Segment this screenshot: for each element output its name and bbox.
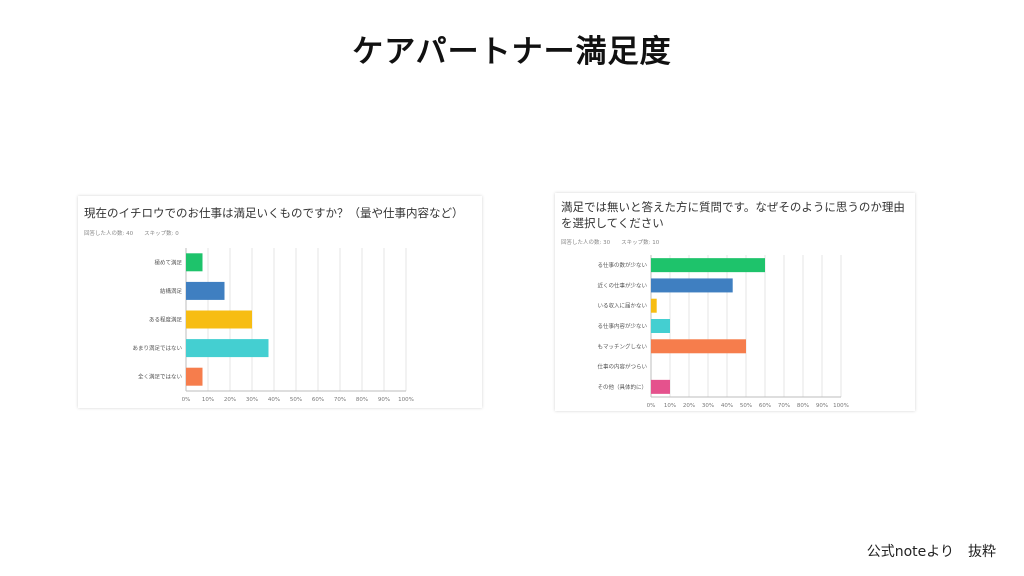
response-stats: 回答した人の数: 40 スキップ数: 0 bbox=[84, 231, 179, 237]
x-tick-label: 20% bbox=[224, 397, 236, 403]
x-tick-label: 0% bbox=[182, 397, 191, 403]
x-tick-label: 80% bbox=[356, 397, 368, 403]
x-tick-label: 70% bbox=[778, 403, 790, 409]
x-tick-label: 80% bbox=[797, 403, 809, 409]
chart-question: 満足では無いと答えた方に質問です。なぜそのように思うのか理由を選択してください bbox=[561, 200, 905, 230]
x-tick-label: 70% bbox=[334, 397, 346, 403]
bar-chart-reasons: 0% 10% 20% 30% 40% 50% 60% 70% 80% 90% 100% る仕事の数が少… bbox=[597, 255, 849, 409]
chart-panel-satisfaction: 現在のイチロウでのお仕事は満足いくものですか？（量や仕事内容など） 回答した人の… bbox=[78, 196, 482, 408]
x-tick-label: 10% bbox=[664, 403, 676, 409]
x-tick-label: 10% bbox=[202, 397, 214, 403]
chart-panel-reasons: 満足では無いと答えた方に質問です。なぜそのように思うのか理由を選択してください … bbox=[555, 193, 915, 411]
category-label: る仕事内容が少ない bbox=[597, 322, 647, 330]
bar bbox=[186, 339, 269, 358]
bar bbox=[186, 281, 225, 300]
bar-chart-satisfaction: 0% 10% 20% 30% 40% 50% 60% 70% 80% 90% 100% 極めて満足結構… bbox=[132, 248, 414, 403]
category-label: 仕事の内容がつらい bbox=[597, 363, 647, 371]
x-tick-label: 50% bbox=[290, 397, 302, 403]
category-label: その他（具体的に） bbox=[597, 383, 647, 391]
category-label: ある程度満足 bbox=[149, 316, 183, 324]
bar bbox=[186, 253, 203, 272]
category-label: る仕事の数が少ない bbox=[597, 261, 647, 269]
slide-title: ケアパートナー満足度 bbox=[352, 34, 672, 70]
x-tick-label: 40% bbox=[268, 397, 280, 403]
chart-question: 現在のイチロウでのお仕事は満足いくものですか？（量や仕事内容など） bbox=[84, 206, 464, 220]
x-tick-label: 100% bbox=[833, 403, 849, 409]
x-tick-label: 20% bbox=[683, 403, 695, 409]
x-tick-label: 90% bbox=[378, 397, 390, 403]
category-label: いる収入に届かない bbox=[597, 303, 647, 310]
category-label: 極めて満足 bbox=[154, 258, 182, 266]
category-label: あまり満足ではない bbox=[132, 345, 182, 352]
x-tick-label: 100% bbox=[398, 397, 414, 403]
category-label: 近くの仕事が少ない bbox=[597, 281, 647, 289]
bar bbox=[651, 258, 765, 273]
response-stats: 回答した人の数: 30 スキップ数: 10 bbox=[561, 240, 660, 246]
category-label: 全く満足ではない bbox=[138, 373, 183, 381]
x-tick-label: 90% bbox=[816, 403, 828, 409]
x-tick-label: 60% bbox=[312, 397, 324, 403]
bar bbox=[651, 278, 733, 293]
bar bbox=[186, 367, 203, 386]
x-tick-label: 40% bbox=[721, 403, 733, 409]
x-tick-label: 50% bbox=[740, 403, 752, 409]
x-tick-label: 0% bbox=[647, 403, 656, 409]
x-tick-label: 30% bbox=[246, 397, 258, 403]
category-label: 結構満足 bbox=[160, 287, 183, 295]
source-note: 公式noteより 抜粋 bbox=[866, 544, 996, 560]
category-label: もマッチングしない bbox=[597, 342, 647, 350]
bar bbox=[651, 379, 670, 394]
x-tick-label: 60% bbox=[759, 403, 771, 409]
bar bbox=[651, 298, 657, 313]
x-tick-label: 30% bbox=[702, 403, 714, 409]
bar bbox=[651, 319, 670, 333]
bar bbox=[651, 339, 746, 354]
bar bbox=[186, 310, 252, 329]
